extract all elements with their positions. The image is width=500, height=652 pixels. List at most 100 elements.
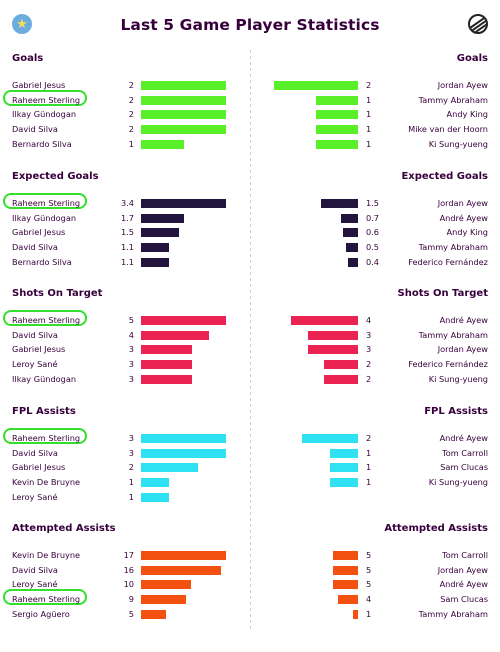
newcastle-crest-icon	[468, 14, 488, 34]
stat-row: Raheem Sterling 2 1 Tammy Abraham	[0, 89, 500, 107]
away-stat-bar	[274, 81, 358, 90]
home-player-value: 2	[128, 109, 134, 120]
home-player-value: 5	[128, 315, 134, 325]
home-stat-bar	[141, 125, 226, 135]
section-title-away: Shots On Target	[397, 288, 488, 299]
section-title-home: Attempted Assists	[12, 523, 116, 534]
home-player-value: 2	[128, 94, 134, 105]
home-stat-bar	[141, 213, 184, 223]
stat-row: Raheem Sterling 9 4 Sam Clucas	[0, 589, 500, 606]
away-stat-bar	[302, 434, 358, 443]
away-player-value: 1	[366, 447, 372, 458]
home-player-name: Bernardo Silva	[12, 256, 72, 267]
home-player-name: Leroy Sané	[12, 359, 58, 370]
section-title-home: Shots On Target	[12, 288, 103, 299]
away-player-value: 0.5	[366, 242, 380, 253]
section-title-home: FPL Assists	[12, 406, 76, 417]
stat-section: FPL Assists FPL Assists Raheem Sterling 3 2 A…	[0, 406, 500, 516]
highlight-circle	[3, 89, 87, 106]
home-player-name: Gabriel Jesus	[12, 462, 66, 473]
home-player-name: Raheem Sterling	[12, 94, 81, 105]
home-player-name: Leroy Sané	[12, 579, 58, 590]
away-stat-bar	[353, 609, 358, 619]
away-stat-bar	[333, 565, 358, 575]
stat-row: David Silva 3 1 Tom Carroll	[0, 446, 500, 460]
away-player-name: Ki Sung-yueng	[428, 477, 488, 488]
home-player-name: Kevin De Bruyne	[12, 477, 81, 488]
away-stat-bar	[316, 95, 358, 105]
home-stat-bar	[141, 360, 192, 370]
away-player-name: Mike van der Hoorn	[408, 124, 488, 135]
home-player-name: Gabriel Jesus	[12, 227, 66, 238]
away-player-name: Federico Fernández	[408, 359, 488, 370]
home-player-name: Raheem Sterling	[12, 315, 81, 325]
home-stat-bar	[141, 463, 198, 473]
stat-row: Gabriel Jesus 2 2 Jordan Ayew	[0, 78, 500, 92]
stat-row: Kevin De Bruyne 17 5 Tom Carroll	[0, 548, 500, 562]
home-player-value: 5	[128, 608, 134, 619]
home-player-name: Bernardo Silva	[12, 138, 72, 149]
home-stat-bar	[141, 81, 226, 90]
home-player-value: 2	[128, 124, 134, 135]
man-city-crest-icon: ★	[12, 14, 32, 34]
away-player-name: Tammy Abraham	[418, 608, 488, 619]
home-stat-bar	[141, 492, 169, 502]
home-stat-bar	[141, 330, 209, 340]
section-title-home: Goals	[12, 53, 44, 64]
home-player-value: 1.7	[120, 212, 134, 223]
home-stat-bar	[141, 448, 226, 458]
stat-row: Raheem Sterling 5 4 André Ayew	[0, 310, 500, 327]
stat-row: Ilkay Gündogan 1.7 0.7 André Ayew	[0, 211, 500, 225]
home-player-value: 1	[128, 138, 134, 149]
home-stat-bar	[141, 434, 226, 443]
home-stat-bar	[141, 595, 186, 605]
away-player-value: 2	[366, 373, 372, 384]
stat-row: Sergio Agüero 5 1 Tammy Abraham	[0, 607, 500, 621]
away-stat-bar	[348, 257, 358, 267]
section-title-away: FPL Assists	[424, 406, 488, 417]
home-stat-bar	[141, 110, 226, 120]
away-player-value: 2	[366, 433, 372, 443]
away-player-name: Tom Carroll	[442, 447, 488, 458]
home-player-value: 4	[128, 329, 134, 340]
away-player-value: 1	[366, 477, 372, 488]
away-player-name: André Ayew	[439, 433, 488, 443]
stat-row: Leroy Sané 10 5 André Ayew	[0, 577, 500, 591]
away-player-value: 2	[366, 359, 372, 370]
away-stat-bar	[338, 595, 358, 605]
away-player-name: Andy King	[446, 227, 488, 238]
home-player-name: David Silva	[12, 242, 58, 253]
stat-row: David Silva 4 3 Tammy Abraham	[0, 328, 500, 342]
away-player-name: Tammy Abraham	[418, 329, 488, 340]
away-stat-bar	[333, 551, 358, 560]
home-player-value: 2	[128, 80, 134, 90]
stat-row: David Silva 16 5 Jordan Ayew	[0, 563, 500, 577]
home-stat-bar	[141, 478, 169, 488]
center-divider	[250, 50, 251, 630]
away-player-name: André Ayew	[439, 579, 488, 590]
stat-row: Gabriel Jesus 3 3 Jordan Ayew	[0, 342, 500, 356]
home-player-value: 17	[123, 550, 134, 560]
home-player-value: 3	[128, 433, 134, 443]
home-player-value: 3	[128, 344, 134, 355]
highlight-circle	[3, 428, 87, 444]
home-stat-bar	[141, 551, 226, 560]
away-player-value: 1	[366, 94, 372, 105]
away-player-value: 1	[366, 109, 372, 120]
home-stat-bar	[141, 228, 179, 238]
home-player-value: 3	[128, 359, 134, 370]
stat-row: Bernardo Silva 1.1 0.4 Federico Fernández	[0, 255, 500, 269]
home-stat-bar	[141, 139, 184, 149]
away-stat-bar	[330, 478, 358, 488]
highlight-circle	[3, 310, 87, 326]
home-player-name: David Silva	[12, 124, 58, 135]
stat-section: Goals Goals Gabriel Jesus 2 2 Jordan Ayew Rahe…	[0, 53, 500, 163]
away-player-name: Jordan Ayew	[437, 198, 488, 208]
away-stat-bar	[291, 316, 358, 325]
away-player-name: Ki Sung-yueng	[428, 138, 488, 149]
stat-section: Attempted Assists Attempted Assists Kevin …	[0, 523, 500, 633]
section-title-away: Attempted Assists	[384, 523, 488, 534]
away-player-value: 5	[366, 550, 372, 560]
home-player-value: 1.5	[120, 227, 134, 238]
away-stat-bar	[324, 374, 358, 384]
